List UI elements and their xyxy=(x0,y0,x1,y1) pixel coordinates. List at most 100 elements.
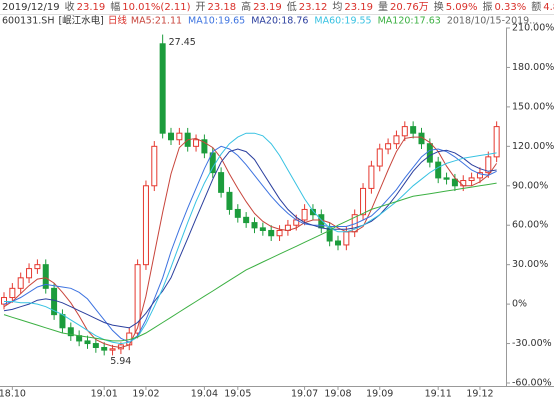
candle-body xyxy=(426,143,433,163)
candle-body xyxy=(343,231,350,246)
info-label: 高 xyxy=(241,0,251,13)
ma-line xyxy=(3,136,498,349)
y-tick-label: -30.00% xyxy=(512,338,552,349)
candle-body xyxy=(34,264,41,270)
candle-body xyxy=(493,126,500,158)
candle-body xyxy=(234,208,241,218)
candle-body xyxy=(176,132,183,141)
candle-body xyxy=(360,187,367,216)
candle-body xyxy=(410,126,417,134)
candle-body xyxy=(251,222,258,229)
low-annotation: 5.94 xyxy=(110,356,131,367)
y-tick-label: 150.00% xyxy=(512,101,554,112)
candle-body xyxy=(17,277,24,289)
x-tick-label: 18.10 xyxy=(0,389,26,400)
candle-body xyxy=(435,161,442,179)
y-tick-label: 0% xyxy=(512,299,527,310)
high-annotation: 27.45 xyxy=(169,37,196,48)
candle-body xyxy=(401,126,408,137)
ma-line xyxy=(3,145,497,343)
y-tick-label: 90.00% xyxy=(512,180,548,191)
y-tick-label: -60.00% xyxy=(512,378,552,389)
info-bar: 2019/12/19 收 23.19 幅 10.01%(2.11) 开 23.18 高 23.1… xyxy=(2,0,554,13)
legend-range: 2018/10/15-2019... xyxy=(447,16,538,27)
candle-body xyxy=(193,139,200,147)
ma-line xyxy=(4,132,497,345)
candle-body xyxy=(468,177,475,182)
candle-body xyxy=(485,156,492,174)
candle-body xyxy=(460,180,467,187)
info-value: 23.19 xyxy=(253,2,282,13)
candle-body xyxy=(151,145,158,187)
candle-body xyxy=(268,229,275,237)
x-tick-label: 19.01 xyxy=(91,389,118,400)
candle-body xyxy=(309,208,316,216)
candle-body xyxy=(109,348,116,351)
info-label: 量 xyxy=(378,1,388,13)
info-value: 20.76万 xyxy=(390,2,429,13)
candle-body xyxy=(368,165,375,189)
candle-body xyxy=(59,314,66,329)
info-label: 开 xyxy=(195,2,205,13)
candle-body xyxy=(385,143,392,150)
x-tick-label: 19.09 xyxy=(366,389,393,400)
x-tick-label: 19.08 xyxy=(324,389,351,400)
candle-body xyxy=(451,178,458,187)
y-tick-label: 120.00% xyxy=(512,141,554,152)
x-tick-label: 19.07 xyxy=(291,389,318,400)
candle-body xyxy=(335,240,341,246)
info-label: 低 xyxy=(287,0,297,13)
legend-entry: MA60:19.55 xyxy=(314,16,371,27)
candle-body xyxy=(301,208,308,221)
candle-body xyxy=(276,229,283,237)
candle-body xyxy=(259,227,266,231)
y-tick-label: 30.00% xyxy=(512,259,548,270)
candle-body xyxy=(476,172,483,179)
info-label: 换 xyxy=(434,0,444,13)
candle-body xyxy=(201,139,208,154)
x-tick-label: 19.12 xyxy=(466,389,493,400)
info-label: 额 xyxy=(531,0,541,13)
candle-body xyxy=(243,216,250,224)
info-label: 振 xyxy=(482,0,492,13)
candle-body xyxy=(26,268,33,279)
info-date: 2019/12/19 xyxy=(2,2,60,13)
candle-body xyxy=(84,340,91,345)
info-value: 23.19 xyxy=(77,2,106,13)
candle-body xyxy=(101,347,108,351)
y-tick-label: 60.00% xyxy=(512,220,548,231)
candle-body xyxy=(226,191,233,210)
candle-body xyxy=(218,172,225,193)
x-tick-label: 19.04 xyxy=(191,389,218,400)
candle-body xyxy=(92,343,99,348)
candle-body xyxy=(134,264,141,334)
x-tick-label: 19.11 xyxy=(425,389,452,400)
legend-entry: MA10:19.65 xyxy=(188,16,245,27)
info-value: 23.19 xyxy=(344,2,373,13)
candle-body xyxy=(1,297,7,305)
legend-entry: MA20:18.76 xyxy=(251,16,308,27)
candle-body xyxy=(376,148,383,167)
legend-symbol: 600131.SH xyxy=(2,16,54,27)
x-tick-label: 19.02 xyxy=(132,389,159,400)
legend-period: 日线 xyxy=(108,15,128,27)
y-tick-label: 180.00% xyxy=(512,62,554,73)
info-value: 4.81亿 xyxy=(543,0,554,13)
candle-body xyxy=(443,177,450,180)
candle-body xyxy=(393,135,400,145)
ma-line xyxy=(3,182,497,342)
info-label: 收 xyxy=(65,0,75,13)
legend-entry: MA5:21.11 xyxy=(131,16,182,27)
y-tick-label: 210.00% xyxy=(512,23,554,34)
legend-entry: MA120:17.63 xyxy=(378,16,441,27)
candle-body xyxy=(142,185,149,266)
info-value: 10.01%(2.11) xyxy=(122,2,190,13)
info-value: 23.18 xyxy=(207,2,236,13)
legend-stock-name: [岷江水电] xyxy=(58,15,103,27)
info-label: 均 xyxy=(332,1,342,13)
x-tick-label: 19.05 xyxy=(224,389,251,400)
candle-body xyxy=(9,287,16,299)
info-value: 0.33% xyxy=(494,2,526,13)
candle-body xyxy=(67,327,74,337)
